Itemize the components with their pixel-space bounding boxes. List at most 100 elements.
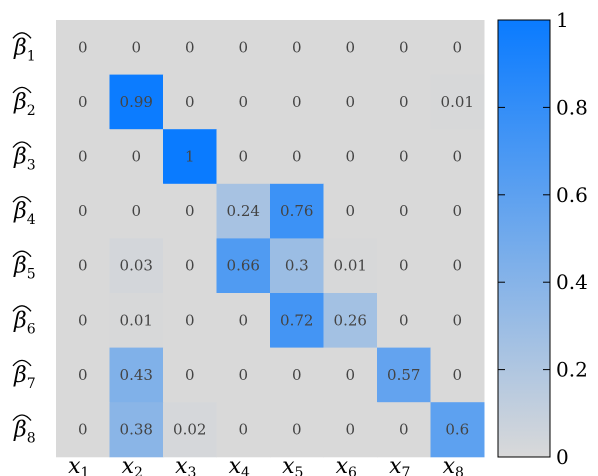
heatmap-cell [163, 183, 217, 239]
hat-accent [12, 414, 32, 421]
heatmap-cell [216, 293, 271, 349]
row-label: β8 [13, 418, 36, 447]
heatmap-cell [430, 293, 485, 349]
cell-value-label: 0.6 [445, 421, 469, 439]
heatmap-cell [270, 402, 324, 458]
heatmap-cell [163, 402, 217, 458]
heatmap-cell [323, 183, 378, 239]
heatmap-cell [216, 402, 271, 458]
cell-value-label: 0 [399, 311, 409, 329]
heatmap-cell [56, 129, 110, 185]
cell-value-label: 0 [78, 93, 88, 111]
column-label: x2 [122, 454, 143, 476]
cell-value-label: 0 [78, 257, 88, 275]
cell-value-label: 0 [238, 421, 248, 439]
cell-value-label: 0 [78, 421, 88, 439]
cell-value-label: 0 [345, 421, 355, 439]
heatmap-cell [270, 183, 324, 239]
cell-value-label: 0 [78, 148, 88, 166]
cell-value-label: 1 [185, 148, 195, 166]
heatmap-cell [377, 183, 431, 239]
hat-accent [12, 32, 32, 39]
cell-value-label: 0 [185, 311, 195, 329]
heatmap-cell [163, 238, 217, 294]
cell-value-label: 0.24 [227, 202, 260, 220]
heatmap-cell [323, 402, 378, 458]
heatmap-cell [216, 183, 271, 239]
column-label: x6 [336, 454, 357, 476]
cell-value-label: 0.99 [120, 93, 153, 111]
row-label: β1 [13, 35, 36, 64]
heatmap-cell [270, 347, 324, 403]
heatmap-cell [270, 293, 324, 349]
cell-value-label: 0 [345, 93, 355, 111]
heatmap-cell [163, 74, 217, 130]
heatmap-cell [56, 74, 110, 130]
cell-value-label: 0 [452, 366, 462, 384]
heatmap-cell [216, 20, 271, 76]
hat-accent [12, 195, 32, 203]
cell-value-label: 0 [452, 257, 462, 275]
cell-value-label: 0 [345, 148, 355, 166]
column-label: x5 [282, 454, 303, 476]
hat-accent [12, 359, 32, 367]
heatmap-cell [323, 347, 378, 403]
row-label: β3 [13, 145, 36, 174]
row-label: β2 [13, 90, 36, 119]
cell-value-label: 0.03 [120, 257, 153, 275]
colorbar-tick-label: 0.2 [556, 358, 588, 382]
cell-value-label: 0 [185, 202, 195, 220]
heatmap-cell [56, 20, 110, 76]
cell-value-label: 0 [238, 93, 248, 111]
heatmap-cell [377, 347, 431, 403]
hat-accent [12, 250, 32, 258]
cell-value-label: 0 [131, 38, 141, 56]
cell-value-label: 0 [238, 38, 248, 56]
heatmap-cell [270, 129, 324, 185]
cell-value-label: 0 [185, 366, 195, 384]
cell-value-label: 0 [292, 38, 302, 56]
cell-value-label: 0 [452, 311, 462, 329]
heatmap-cell [323, 293, 378, 349]
cell-value-label: 0 [399, 38, 409, 56]
hat-accent [12, 141, 32, 148]
heatmap-cell [377, 74, 431, 130]
heatmap-cell [377, 238, 431, 294]
row-label: β5 [13, 254, 36, 283]
heatmap-matrix: 0 0 0 0 0 0 0 0 0 0.99 0 0 0 0 0 0.01 0 0 1 0 0 0 0 0 0 0 0 0.24 0.7… [56, 20, 485, 458]
cell-value-label: 0.26 [334, 311, 367, 329]
cell-value-label: 0 [452, 148, 462, 166]
cell-value-label: 0.02 [173, 421, 206, 439]
hat-accent [12, 86, 32, 94]
cell-value-label: 0 [399, 148, 409, 166]
cell-value-label: 0 [292, 148, 302, 166]
heatmap-cell [109, 74, 164, 130]
heatmap-cell [109, 129, 164, 185]
cell-value-label: 0 [185, 93, 195, 111]
cell-value-label: 0 [185, 257, 195, 275]
heatmap-cell [56, 183, 110, 239]
cell-value-label: 0 [345, 366, 355, 384]
cell-value-label: 0 [78, 366, 88, 384]
cell-value-label: 0 [238, 148, 248, 166]
heatmap-cell [163, 129, 217, 185]
row-label: β7 [13, 363, 36, 392]
column-label: x3 [175, 454, 196, 476]
heatmap-cell [430, 347, 485, 403]
cell-value-label: 0 [238, 366, 248, 384]
heatmap-cell [377, 402, 431, 458]
heatmap-cell [56, 238, 110, 294]
heatmap-cell [216, 238, 271, 294]
cell-value-label: 0 [399, 257, 409, 275]
column-label: x4 [229, 454, 250, 476]
heatmap-cell [430, 402, 485, 458]
heatmap-cell [377, 129, 431, 185]
colorbar-tick-label: 0 [556, 445, 569, 469]
column-label: x8 [443, 454, 464, 476]
cell-value-label: 0.66 [227, 257, 260, 275]
cell-value-label: 0.57 [387, 366, 420, 384]
cell-value-label: 0 [345, 202, 355, 220]
heatmap-cell [109, 20, 164, 76]
heatmap-cell [323, 129, 378, 185]
